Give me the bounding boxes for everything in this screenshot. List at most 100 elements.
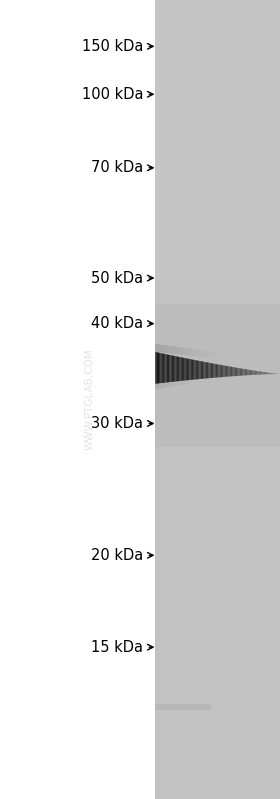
Polygon shape [160,344,162,352]
Polygon shape [162,353,163,383]
Polygon shape [231,367,232,376]
Polygon shape [171,346,172,354]
Polygon shape [214,364,216,378]
Polygon shape [169,346,171,353]
Polygon shape [216,364,217,378]
Polygon shape [223,365,225,377]
Polygon shape [168,345,169,353]
Polygon shape [209,363,211,378]
Polygon shape [240,368,241,376]
Polygon shape [197,349,199,356]
Polygon shape [264,372,265,375]
Polygon shape [271,373,272,374]
Polygon shape [181,357,182,381]
Polygon shape [184,382,185,384]
Polygon shape [188,359,189,380]
Polygon shape [267,372,269,374]
Polygon shape [236,368,237,376]
Polygon shape [262,372,264,375]
Polygon shape [234,368,235,376]
Polygon shape [186,358,187,380]
Polygon shape [201,361,202,379]
Polygon shape [188,348,190,356]
Polygon shape [160,384,162,388]
Polygon shape [159,352,160,384]
Polygon shape [226,366,227,377]
Polygon shape [257,371,259,375]
Polygon shape [206,362,207,379]
Polygon shape [251,370,252,375]
Polygon shape [166,345,168,353]
Polygon shape [203,362,204,379]
Text: 20 kDa: 20 kDa [91,548,143,562]
Polygon shape [212,364,213,378]
Polygon shape [182,357,183,381]
Polygon shape [182,348,183,355]
Polygon shape [159,384,160,388]
Polygon shape [265,372,266,375]
Polygon shape [196,349,197,356]
Bar [155,304,280,447]
Polygon shape [261,372,262,375]
Polygon shape [194,349,196,356]
Polygon shape [252,370,254,375]
Polygon shape [185,348,186,355]
Polygon shape [192,360,193,380]
Polygon shape [239,368,240,376]
Polygon shape [211,363,212,378]
Text: 50 kDa: 50 kDa [91,271,143,285]
Text: 30 kDa: 30 kDa [91,416,143,431]
Polygon shape [169,383,170,387]
Polygon shape [157,344,158,352]
Polygon shape [196,360,197,380]
Polygon shape [259,372,260,375]
Polygon shape [165,384,167,388]
Polygon shape [269,372,270,374]
Polygon shape [190,348,191,356]
Polygon shape [175,383,177,386]
Polygon shape [270,373,271,374]
Polygon shape [246,369,247,376]
Polygon shape [183,348,185,355]
Polygon shape [191,348,193,356]
Polygon shape [164,354,165,383]
Polygon shape [167,384,169,387]
Polygon shape [244,369,245,376]
Polygon shape [169,355,171,382]
Polygon shape [176,356,177,382]
Polygon shape [197,360,198,380]
Polygon shape [173,356,174,382]
Polygon shape [266,372,267,374]
Polygon shape [221,365,222,377]
Polygon shape [170,383,172,387]
Polygon shape [198,360,199,380]
Polygon shape [162,344,163,352]
Polygon shape [180,347,182,355]
Polygon shape [225,366,226,377]
Polygon shape [242,368,244,376]
Polygon shape [183,358,184,380]
Polygon shape [155,352,157,384]
Bar [155,0,280,280]
Polygon shape [165,354,167,383]
Polygon shape [158,344,160,352]
Bar [155,0,280,799]
Polygon shape [186,348,188,356]
Polygon shape [193,360,194,380]
Polygon shape [220,364,221,377]
Polygon shape [174,383,175,386]
Polygon shape [254,371,255,375]
Polygon shape [171,355,172,382]
Polygon shape [232,367,234,376]
Polygon shape [207,363,208,379]
Polygon shape [193,348,194,356]
Polygon shape [217,364,218,377]
Polygon shape [218,364,220,377]
Polygon shape [164,384,165,388]
Polygon shape [160,353,162,384]
Polygon shape [247,369,249,376]
Text: WWW.PTGLAB.COM: WWW.PTGLAB.COM [85,348,95,451]
Polygon shape [227,366,228,376]
Text: 100 kDa: 100 kDa [82,87,143,101]
Polygon shape [189,359,191,380]
